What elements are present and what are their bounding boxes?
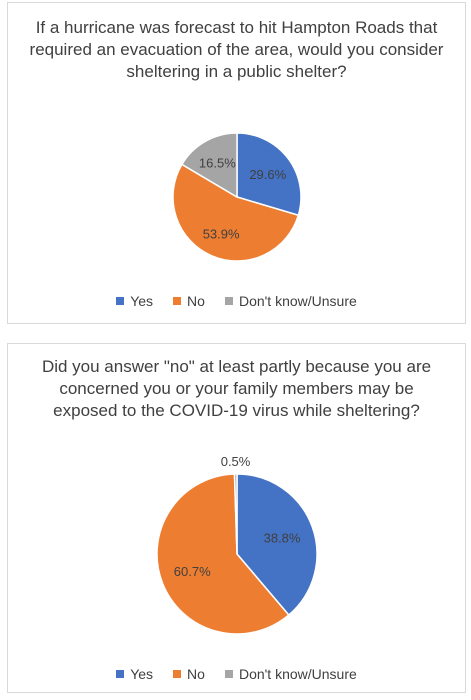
legend-item-no: No [173, 666, 205, 682]
legend-swatch-no [173, 670, 182, 678]
pie-slice-yes [236, 132, 302, 217]
pie-chart-2: 38.8% 60.7% 0.5% [156, 454, 318, 635]
legend-label-no: No [187, 666, 205, 682]
chart-2-title: Did you answer "no" at least partly beca… [41, 357, 432, 420]
chart-1-title: If a hurricane was forecast to hit Hampt… [29, 18, 444, 81]
legend-label-unsure: Don't know/Unsure [238, 666, 357, 682]
legend-label-unsure: Don't know/Unsure [238, 293, 357, 309]
legend-swatch-unsure [224, 297, 233, 305]
legend-item-no: No [173, 293, 205, 309]
legend-swatch-no [173, 297, 182, 305]
chart-2-legend: Yes No Don't know/Unsure [8, 666, 465, 682]
pie-slice-unsure [180, 132, 238, 199]
legend-label-no: No [187, 293, 205, 309]
pie-slice-yes [236, 473, 318, 617]
legend-swatch-unsure [224, 670, 233, 678]
legend-item-unsure: Don't know/Unsure [224, 666, 357, 682]
legend-swatch-yes [116, 670, 125, 678]
legend-item-unsure: Don't know/Unsure [224, 293, 357, 309]
pie-slice-no [156, 473, 290, 635]
data-label-yes: 29.6% [249, 167, 286, 182]
legend-item-yes: Yes [116, 293, 153, 309]
data-label-unsure: 0.5% [221, 454, 251, 469]
chart-panel-1: If a hurricane was forecast to hit Hampt… [7, 2, 466, 324]
data-label-no: 53.9% [203, 226, 240, 241]
pie-slice-unsure [233, 473, 238, 555]
pie-chart-1: 29.6% 53.9% 16.5% [172, 132, 302, 262]
legend-item-yes: Yes [116, 666, 153, 682]
legend-label-yes: Yes [130, 293, 154, 309]
pie-slice-no [172, 163, 300, 262]
chart-panel-2: Did you answer "no" at least partly beca… [7, 343, 466, 693]
legend-swatch-yes [116, 297, 125, 305]
chart-1-legend: Yes No Don't know/Unsure [8, 293, 465, 309]
data-label-unsure: 16.5% [199, 156, 236, 171]
legend-label-yes: Yes [130, 666, 154, 682]
data-label-yes: 38.8% [264, 530, 301, 545]
data-label-no: 60.7% [174, 564, 211, 579]
